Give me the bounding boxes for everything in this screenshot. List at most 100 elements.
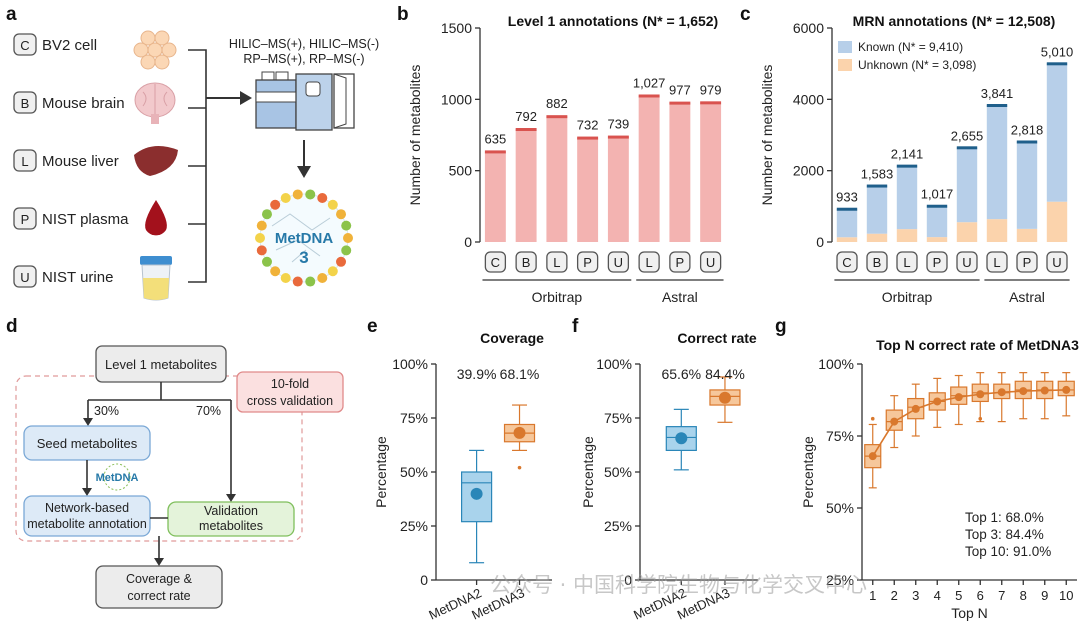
- x-tick-label: C: [491, 255, 500, 270]
- bar: [700, 102, 722, 242]
- bar-unknown: [1046, 201, 1068, 242]
- bar-top-edge: [577, 136, 599, 140]
- network-box: [23, 495, 151, 537]
- logo-dot: [305, 276, 316, 287]
- bar-unknown: [866, 233, 888, 242]
- x-tick-label: P: [676, 255, 685, 270]
- bar-known: [1046, 63, 1068, 202]
- y-tick-label: 4000: [793, 91, 824, 107]
- y-tick-label: 50%: [604, 464, 632, 480]
- chart-title: Coverage: [480, 330, 544, 346]
- mean-point: [976, 390, 985, 399]
- sample-label: Mouse brain: [42, 95, 125, 112]
- category-badge: [699, 251, 722, 273]
- bar-known: [836, 208, 858, 238]
- data-label: 1,017: [921, 187, 954, 202]
- logo-dot: [327, 266, 338, 277]
- outlier-point: [978, 416, 983, 421]
- x-axis-label: Top N: [951, 605, 988, 621]
- bar-top-edge: [896, 164, 918, 168]
- x-tick-label: U: [962, 255, 971, 270]
- panel-label-d: d: [6, 316, 18, 337]
- data-label: 2,818: [1011, 122, 1044, 137]
- logo-dot: [292, 189, 303, 200]
- x-tick-label: B: [522, 255, 531, 270]
- y-axis-label: Percentage: [373, 436, 389, 508]
- y-axis-label: Percentage: [580, 436, 596, 508]
- x-tick-label: U: [1052, 255, 1061, 270]
- bar: [669, 102, 691, 242]
- metdna3-logo: [255, 189, 353, 287]
- bar-known: [1016, 141, 1038, 229]
- logo-dot: [341, 245, 352, 256]
- bar-top-edge: [700, 101, 722, 105]
- mean-point: [470, 487, 483, 500]
- panel-label-b: b: [397, 4, 409, 25]
- mean-point: [911, 404, 920, 413]
- mean-point: [997, 388, 1006, 397]
- validation-box: [167, 501, 295, 537]
- category-badge: [484, 251, 507, 273]
- legend-label: Known (N* = 9,410): [858, 40, 963, 54]
- panel-label-g: g: [775, 316, 787, 337]
- bar: [607, 136, 629, 242]
- cv-line-2: cross validation: [247, 394, 333, 408]
- bar-known: [986, 105, 1008, 220]
- cv-line-1: 10-fold: [271, 377, 309, 391]
- x-tick-label: 7: [998, 588, 1005, 603]
- methods-line-1: HILIC–MS(+), HILIC–MS(-): [229, 37, 379, 51]
- data-label: 732: [577, 118, 599, 133]
- legend-swatch: [838, 41, 852, 53]
- cells-icon: [133, 30, 177, 70]
- category-badge: [546, 251, 568, 273]
- y-tick-label: 0: [816, 234, 824, 250]
- bar: [638, 95, 660, 243]
- merge-arrows: [150, 517, 168, 560]
- y-tick-label: 0: [624, 572, 632, 588]
- chart-title: Level 1 annotations (N* = 1,652): [508, 13, 718, 29]
- bar-known: [866, 185, 888, 234]
- logo-number: 3: [299, 248, 308, 267]
- arrow-head: [154, 558, 164, 566]
- network-line-2: metabolite annotation: [27, 517, 147, 531]
- sample-bracket: [188, 49, 207, 283]
- x-tick-label: L: [646, 255, 653, 270]
- x-tick-label: 10: [1059, 588, 1073, 603]
- bar-top-edge: [546, 115, 568, 119]
- logo-dot: [261, 209, 272, 220]
- sample-badge-text: C: [20, 38, 29, 53]
- data-label: 2,655: [951, 128, 984, 143]
- logo-dot: [280, 273, 291, 284]
- x-tick-label: 1: [869, 588, 876, 603]
- seed-text: Seed metabolites: [37, 436, 138, 451]
- category-badge: [576, 251, 599, 273]
- category-badge: [515, 251, 537, 273]
- x-tick-label: P: [933, 255, 942, 270]
- data-label: 39.9%: [457, 366, 497, 382]
- group-label: Astral: [662, 289, 698, 305]
- mean-point: [513, 426, 526, 439]
- bar-unknown: [836, 237, 858, 242]
- category-badge: [896, 251, 918, 273]
- sample-label: NIST urine: [42, 269, 113, 286]
- y-tick-label: 25%: [400, 518, 428, 534]
- y-tick-label: 0: [420, 572, 428, 588]
- data-label: 3,841: [981, 86, 1014, 101]
- y-tick-label: 2000: [793, 163, 824, 179]
- y-tick-label: 50%: [400, 464, 428, 480]
- data-label: 739: [608, 117, 630, 132]
- mean-point: [954, 393, 963, 402]
- mean-point: [933, 397, 942, 406]
- sample-row-plasma: P NIST plasma: [13, 200, 167, 236]
- arrow-head: [240, 91, 252, 105]
- network-line-1: Network-based: [45, 501, 129, 515]
- data-label: 933: [836, 190, 858, 205]
- chart-title: Correct rate: [677, 330, 757, 346]
- x-tick-label: 2: [891, 588, 898, 603]
- group-label: Orbitrap: [532, 289, 583, 305]
- category-badge: [669, 251, 691, 273]
- x-tick-label: L: [903, 255, 910, 270]
- bar-top-edge: [986, 104, 1008, 108]
- chart-level1-annotations: 0 500 1000 1500 Number of metabolites Level 1…: [407, 13, 724, 305]
